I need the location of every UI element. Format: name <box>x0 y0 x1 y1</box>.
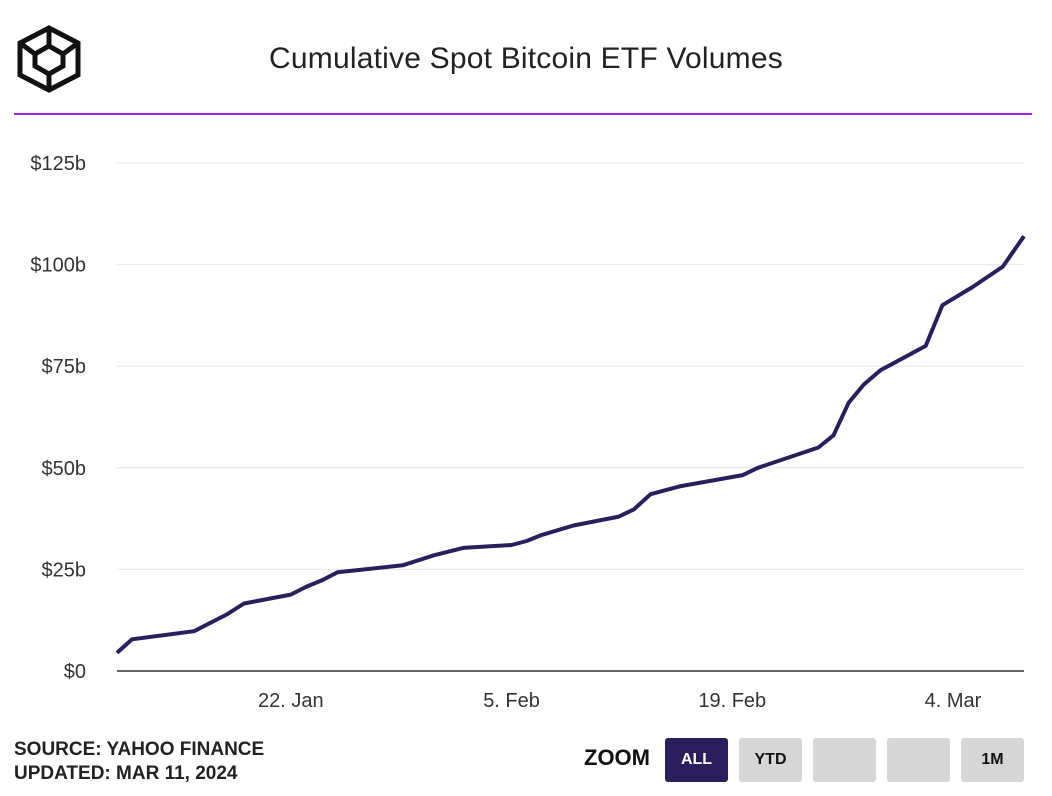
zoom-blank-button-1[interactable] <box>813 738 876 782</box>
x-tick-label: 4. Mar <box>925 690 982 712</box>
zoom-label: ZOOM <box>584 745 650 770</box>
x-tick-label: 19. Feb <box>698 690 766 712</box>
data-point <box>321 578 325 582</box>
data-point <box>632 507 636 511</box>
data-point <box>679 484 683 488</box>
source-note: SOURCE: YAHOO FINANCE UPDATED: MAR 11, 2… <box>14 738 264 786</box>
data-point <box>940 303 944 307</box>
data-point <box>431 554 435 558</box>
updated-text: UPDATED: MAR 11, 2024 <box>14 763 238 784</box>
data-point <box>525 539 529 543</box>
data-point <box>540 533 544 537</box>
data-point <box>756 466 760 470</box>
y-tick-label: $75b <box>42 356 87 378</box>
data-point <box>741 473 745 477</box>
data-point <box>971 285 975 289</box>
data-point <box>1001 265 1005 269</box>
data-point <box>289 593 293 597</box>
data-point <box>847 401 851 405</box>
data-point <box>816 445 820 449</box>
data-point <box>225 612 229 616</box>
y-tick-label: $100b <box>30 255 86 277</box>
zoom-blank-button-2[interactable] <box>887 738 950 782</box>
data-point <box>401 563 405 567</box>
data-point <box>572 524 576 528</box>
data-point <box>617 515 621 519</box>
data-point <box>461 546 465 550</box>
page-title: Cumulative Spot Bitcoin ETF Volumes <box>269 42 783 75</box>
title-divider <box>14 113 1032 115</box>
data-point <box>1022 234 1026 238</box>
data-point <box>192 629 196 633</box>
data-point <box>862 382 866 386</box>
series-line <box>115 235 1026 655</box>
x-tick-label: 22. Jan <box>258 690 324 712</box>
data-point <box>510 543 514 547</box>
data-point <box>878 368 882 372</box>
data-point <box>924 344 928 348</box>
source-text: SOURCE: YAHOO FINANCE <box>14 739 265 760</box>
data-point <box>115 651 119 655</box>
data-point <box>649 492 653 496</box>
y-tick-label: $125b <box>30 153 86 175</box>
zoom-all-button[interactable]: ALL <box>665 738 728 782</box>
y-tick-label: $0 <box>64 661 86 683</box>
brand-logo-icon <box>17 25 81 93</box>
data-point <box>336 570 340 574</box>
zoom-ytd-button[interactable]: YTD <box>739 738 802 782</box>
data-point <box>130 637 134 641</box>
line-chart[interactable]: $0 $25b $50b $75b $100b $125b 22. Jan 5. Feb 19.… <box>0 0 1052 730</box>
zoom-1m-button[interactable]: 1M <box>961 738 1024 782</box>
data-point <box>242 602 246 606</box>
y-tick-label: $25b <box>42 559 87 581</box>
data-point <box>304 585 308 589</box>
y-tick-label: $50b <box>42 458 87 480</box>
data-point <box>832 433 836 437</box>
x-tick-label: 5. Feb <box>483 690 540 712</box>
